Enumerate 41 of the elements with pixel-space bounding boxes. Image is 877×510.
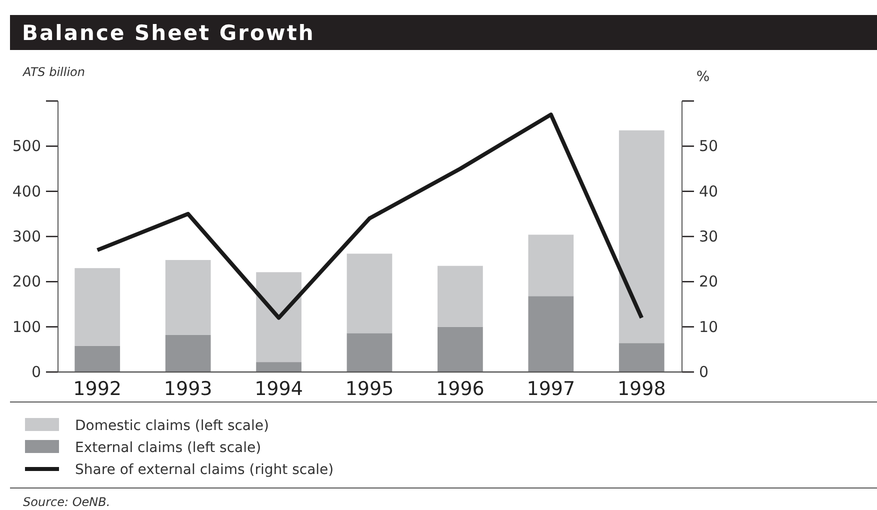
bar [438, 326, 483, 372]
bar [74, 268, 120, 346]
y-tick-label: 100 [12, 318, 41, 336]
x-tick-label: 1996 [436, 378, 484, 400]
source-note: Source: OeNB. [23, 495, 110, 509]
legend-label: External claims (left scale) [75, 440, 262, 456]
y-axis-title: ATS billion [22, 65, 85, 79]
x-tick-label: 1994 [254, 378, 303, 400]
y-tick-label: 300 [12, 228, 41, 246]
y2-tick-label: 50 [699, 137, 718, 156]
y2-tick-label: 40 [699, 182, 718, 200]
y2-tick-label: 30 [699, 228, 718, 246]
y-tick-label: 200 [12, 272, 41, 291]
x-tick-label: 1993 [164, 378, 212, 400]
y-tick-label: 400 [12, 182, 41, 200]
y2-axis-title: % [696, 69, 710, 85]
x-tick-label: 1998 [617, 378, 666, 400]
bar [618, 130, 664, 344]
x-tick-label: 1992 [73, 378, 122, 400]
line-series [95, 112, 644, 320]
legend-label: Share of external claims (right scale) [75, 462, 334, 478]
bar [528, 234, 574, 296]
bar [256, 272, 302, 362]
y2-tick-label: 10 [699, 318, 718, 336]
x-tick-label: 1995 [345, 378, 394, 400]
bar [165, 334, 211, 372]
bar [256, 362, 302, 372]
bar [74, 346, 120, 372]
bar [346, 333, 392, 372]
y-tick-label: 0 [31, 363, 41, 381]
bar [346, 254, 392, 334]
chart-title: Balance Sheet Growth [22, 21, 315, 45]
bar [165, 260, 211, 335]
bar [438, 266, 483, 327]
y2-tick-label: 0 [699, 363, 709, 381]
x-tick-label: 1997 [526, 378, 576, 400]
bar [618, 343, 664, 372]
y2-tick-label: 20 [699, 272, 718, 291]
legend-label: Domestic claims (left scale) [75, 418, 269, 434]
bar [528, 296, 574, 372]
y-tick-label: 500 [12, 137, 41, 156]
